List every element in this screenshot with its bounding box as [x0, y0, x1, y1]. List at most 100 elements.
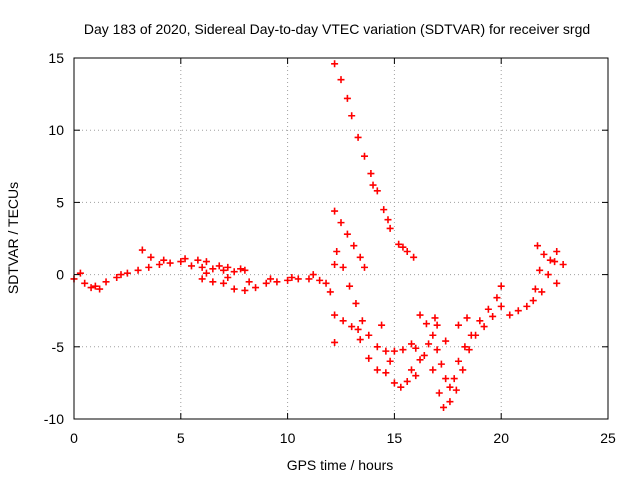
data-point [454, 357, 462, 365]
data-point [523, 302, 531, 310]
data-point [166, 259, 174, 267]
data-point [384, 216, 392, 224]
data-point [442, 375, 450, 383]
data-point [155, 260, 163, 268]
data-point [465, 346, 473, 354]
y-tick-label: 5 [56, 194, 64, 210]
data-point [241, 266, 249, 274]
data-point [559, 260, 567, 268]
data-point [386, 224, 394, 232]
data-point [480, 323, 488, 331]
data-point [544, 271, 552, 279]
data-point [412, 344, 420, 352]
data-point [309, 271, 317, 279]
x-tick-label: 25 [600, 430, 616, 446]
data-point [403, 377, 411, 385]
data-point [373, 343, 381, 351]
series-lower-band [331, 311, 424, 391]
series-upper-descent [331, 60, 418, 261]
ticks [73, 57, 609, 420]
data-point [138, 246, 146, 254]
y-tick-label: -5 [52, 339, 65, 355]
data-point [429, 331, 437, 339]
y-tick-label: 10 [48, 122, 64, 138]
data-point [350, 242, 358, 250]
data-point [202, 258, 210, 266]
data-point [87, 284, 95, 292]
x-tick-label: 10 [280, 430, 296, 446]
data-point [390, 379, 398, 387]
data-point [431, 314, 439, 322]
data-point [181, 255, 189, 263]
data-point [390, 347, 398, 355]
x-tick-label: 0 [70, 430, 78, 446]
data-point [241, 286, 249, 294]
data-point [534, 242, 542, 250]
data-point [416, 356, 424, 364]
data-point [459, 366, 467, 374]
data-point [463, 314, 471, 322]
data-point [369, 181, 377, 189]
data-point [442, 337, 450, 345]
data-point [433, 346, 441, 354]
data-point [553, 279, 561, 287]
data-point [230, 268, 238, 276]
data-point [220, 279, 228, 287]
data-point [339, 317, 347, 325]
data-point [358, 317, 366, 325]
data-point [412, 372, 420, 380]
data-point [446, 383, 454, 391]
series-early-band [70, 246, 249, 293]
data-point [422, 320, 430, 328]
data-point [81, 279, 89, 287]
data-point [147, 253, 155, 261]
data-point [425, 340, 433, 348]
data-point [288, 273, 296, 281]
plot-frame [73, 57, 609, 420]
data-point [194, 256, 202, 264]
data-point [461, 343, 469, 351]
data-point [420, 351, 428, 359]
data-point [273, 278, 281, 286]
y-tick-label: 0 [56, 267, 64, 283]
data-point [333, 247, 341, 255]
data-point [435, 389, 443, 397]
data-point [343, 94, 351, 102]
data-point [198, 275, 206, 283]
data-points [70, 60, 567, 411]
data-point [187, 262, 195, 270]
data-point [91, 282, 99, 290]
data-point [262, 279, 270, 287]
data-point [365, 354, 373, 362]
data-point [209, 278, 217, 286]
data-point [531, 285, 539, 293]
data-point [237, 265, 245, 273]
data-point [224, 263, 232, 271]
series-second-descent [331, 207, 368, 271]
data-point [352, 299, 360, 307]
data-point [209, 265, 217, 273]
data-point [326, 288, 334, 296]
data-point [399, 243, 407, 251]
data-point [160, 256, 168, 264]
data-point [245, 278, 253, 286]
data-point [360, 152, 368, 160]
data-point [145, 263, 153, 271]
data-point [378, 321, 386, 329]
data-point [450, 375, 458, 383]
data-point [224, 273, 232, 281]
data-point [316, 276, 324, 284]
series-midday-band [198, 269, 334, 296]
y-tick-label: -10 [44, 411, 64, 427]
data-point [407, 366, 415, 374]
x-tick-label: 5 [177, 430, 185, 446]
data-point [514, 307, 522, 315]
data-point [113, 273, 121, 281]
data-point [382, 369, 390, 377]
data-point [380, 206, 388, 214]
data-point [506, 311, 514, 319]
data-point [284, 276, 292, 284]
series-late-cluster [534, 242, 567, 296]
data-point [386, 357, 394, 365]
